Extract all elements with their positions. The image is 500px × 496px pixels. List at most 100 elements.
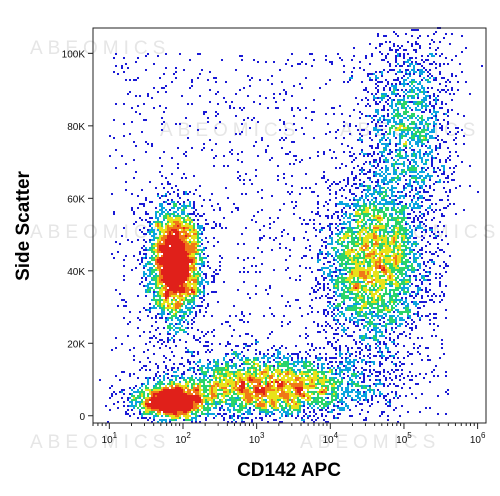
data-point (185, 193, 187, 195)
data-point (403, 211, 405, 213)
data-point (345, 231, 347, 233)
data-point (347, 385, 349, 387)
data-point (321, 413, 323, 415)
data-point (371, 181, 373, 183)
data-point (417, 135, 419, 137)
data-point (395, 363, 397, 365)
data-point (381, 59, 383, 61)
data-point (337, 275, 339, 277)
data-point (223, 217, 225, 219)
data-point (371, 203, 373, 205)
data-point (415, 71, 417, 73)
data-point (379, 415, 381, 417)
data-point (239, 179, 241, 181)
data-point (413, 301, 415, 303)
data-point (205, 367, 207, 369)
data-point (321, 177, 323, 179)
data-point (237, 243, 239, 245)
data-point (271, 413, 273, 415)
data-point (335, 227, 337, 229)
data-point (125, 63, 127, 65)
data-point (205, 417, 207, 419)
data-point (289, 193, 291, 195)
data-point (403, 157, 405, 159)
data-point (201, 331, 203, 333)
data-point (275, 361, 277, 363)
data-point (113, 391, 115, 393)
data-point (229, 405, 231, 407)
data-point (235, 397, 237, 399)
data-point (437, 111, 439, 113)
data-point (441, 103, 443, 105)
data-point (119, 379, 121, 381)
data-point (389, 319, 391, 321)
data-point (271, 411, 273, 413)
data-point (143, 203, 145, 205)
data-point (153, 229, 155, 231)
data-point (155, 215, 157, 217)
data-point (435, 313, 437, 315)
data-point (413, 171, 415, 173)
data-point (339, 413, 341, 415)
data-point (229, 325, 231, 327)
data-point (185, 221, 187, 223)
data-point (213, 275, 215, 277)
data-point (367, 219, 369, 221)
data-point (401, 83, 403, 85)
data-point (159, 379, 161, 381)
data-point (129, 415, 131, 417)
data-point (151, 227, 153, 229)
data-point (343, 81, 345, 83)
data-point (313, 361, 315, 363)
data-point (135, 145, 137, 147)
data-point (425, 121, 427, 123)
data-point (411, 89, 413, 91)
data-point (439, 71, 441, 73)
data-point (211, 379, 213, 381)
data-point (319, 283, 321, 285)
data-point (211, 343, 213, 345)
data-point (151, 317, 153, 319)
data-point (435, 63, 437, 65)
data-point (337, 243, 339, 245)
data-point (433, 123, 435, 125)
data-point (307, 239, 309, 241)
data-point (377, 33, 379, 35)
data-point (405, 255, 407, 257)
data-point (403, 301, 405, 303)
data-point (357, 279, 359, 281)
data-point (341, 265, 343, 267)
data-point (283, 99, 285, 101)
data-point (327, 123, 329, 125)
data-point (397, 397, 399, 399)
data-point (203, 113, 205, 115)
data-point (341, 261, 343, 263)
data-point (253, 145, 255, 147)
data-point (411, 329, 413, 331)
data-point (121, 391, 123, 393)
data-point (387, 195, 389, 197)
data-point (405, 155, 407, 157)
data-point (407, 261, 409, 263)
data-point (389, 291, 391, 293)
data-point (429, 137, 431, 139)
data-point (209, 403, 211, 405)
data-point (349, 287, 351, 289)
data-point (307, 343, 309, 345)
data-point (147, 287, 149, 289)
data-point (331, 389, 333, 391)
data-point (381, 193, 383, 195)
data-point (233, 305, 235, 307)
data-point (331, 265, 333, 267)
data-point (373, 97, 375, 99)
data-point (337, 235, 339, 237)
data-point (393, 173, 395, 175)
data-point (167, 313, 169, 315)
data-point (429, 381, 431, 383)
data-point (199, 215, 201, 217)
data-point (167, 199, 169, 201)
data-point (401, 45, 403, 47)
data-point (191, 85, 193, 87)
data-point (369, 205, 371, 207)
data-point (423, 237, 425, 239)
